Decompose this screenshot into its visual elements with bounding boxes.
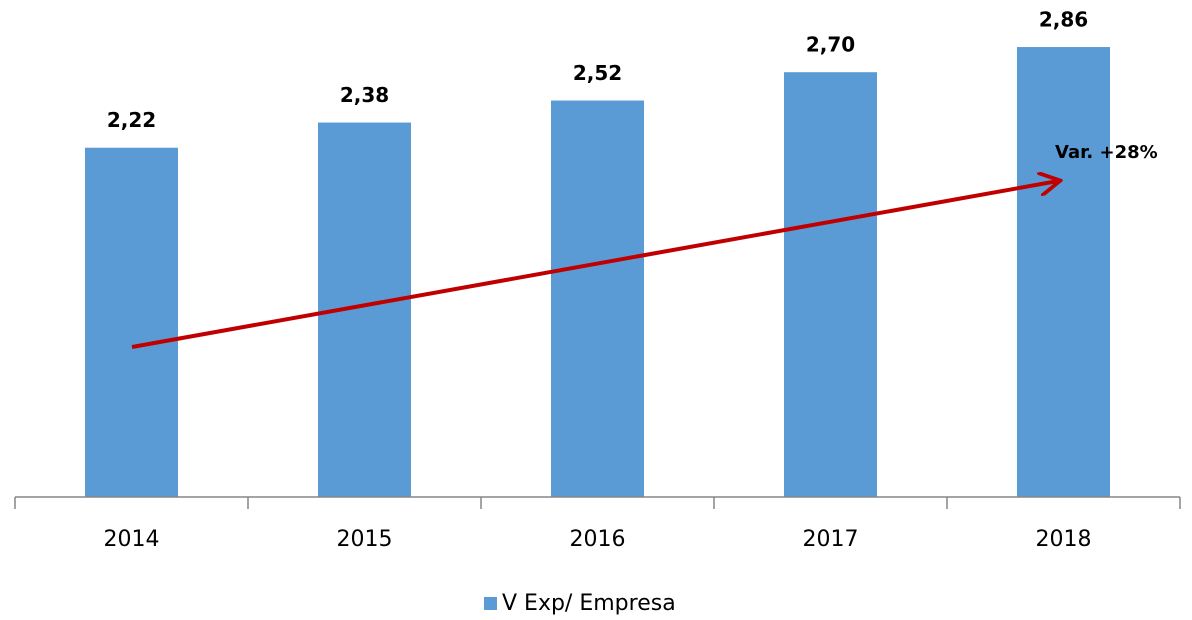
x-tick-label: 2017 [803, 527, 859, 552]
bar [551, 100, 644, 498]
bar [784, 72, 877, 497]
value-label: 2,70 [806, 33, 855, 57]
bar [1017, 47, 1110, 497]
x-tick-label: 2018 [1036, 527, 1092, 552]
x-tick-label: 2014 [104, 527, 160, 552]
value-label: 2,22 [107, 108, 156, 132]
x-tick-label: 2016 [570, 527, 626, 552]
value-label: 2,86 [1039, 8, 1088, 32]
plot [85, 47, 1110, 498]
trend-arrow [131, 181, 1058, 349]
legend-label: V Exp/ Empresa [502, 591, 676, 616]
legend-swatch [484, 597, 497, 610]
x-tick-label: 2015 [337, 527, 393, 552]
bar [85, 147, 178, 497]
annotation: Var. +28% [1055, 142, 1158, 163]
value-label: 2,38 [340, 83, 389, 107]
value-label: 2,52 [573, 61, 622, 85]
